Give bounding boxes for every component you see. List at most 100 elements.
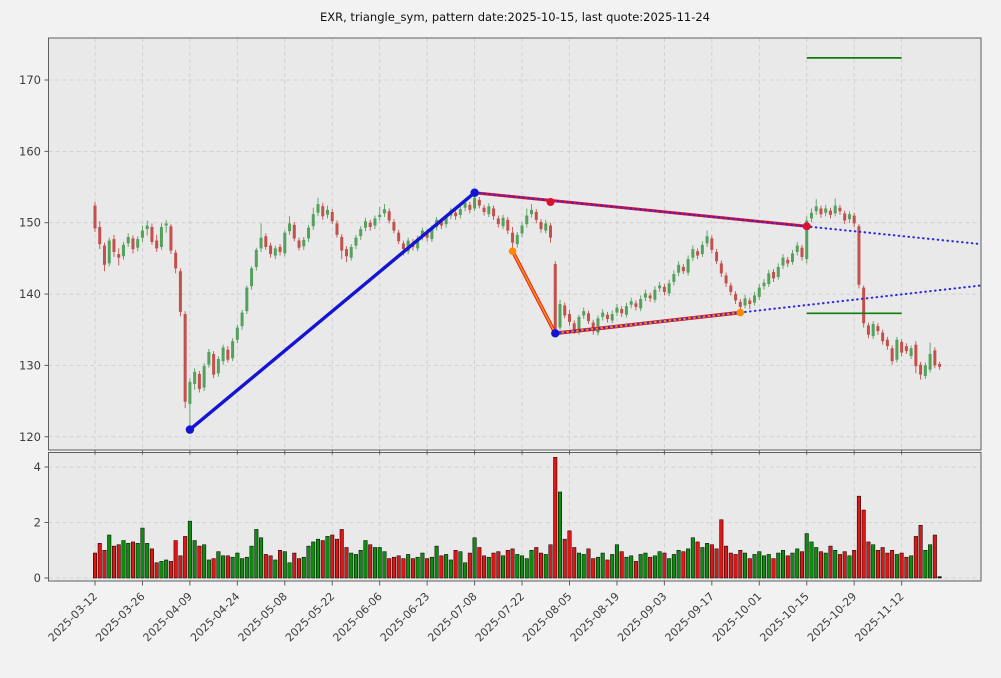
- candle-body: [938, 363, 942, 367]
- volume-bar: [799, 551, 804, 579]
- volume-bar: [249, 545, 254, 579]
- candle-body: [193, 371, 197, 384]
- candle-body: [454, 212, 458, 217]
- candle-body: [601, 312, 605, 317]
- x-tick-label: 2025-08-19: [568, 590, 622, 644]
- candle-body: [900, 341, 904, 353]
- candle-body: [591, 322, 595, 332]
- volume-bar: [890, 550, 895, 579]
- candle-body: [586, 313, 590, 322]
- candle-body: [174, 252, 178, 269]
- candle-body: [98, 226, 102, 245]
- volume-bar: [453, 550, 458, 579]
- candle-body: [288, 223, 292, 232]
- volume-bar: [235, 552, 240, 579]
- volume-bar: [349, 552, 354, 579]
- candle-body: [107, 240, 111, 264]
- candle-body: [159, 226, 163, 247]
- candle-body: [378, 214, 382, 217]
- candle-body: [615, 307, 619, 313]
- volume-bar: [206, 559, 211, 579]
- volume-bar: [406, 554, 411, 579]
- candle-body: [145, 225, 149, 230]
- candle-body: [582, 311, 586, 316]
- volume-bar: [168, 561, 173, 579]
- volume-bar: [410, 558, 415, 579]
- volume-bar: [387, 558, 392, 579]
- volume-bar: [325, 536, 330, 579]
- candle-body: [197, 373, 201, 389]
- candle-body: [487, 206, 491, 215]
- candle-body: [501, 217, 505, 227]
- volume-bar: [828, 545, 833, 579]
- zigzag-marker-orange: [736, 308, 745, 317]
- volume-bar: [197, 545, 202, 579]
- price-tick-label: 150: [19, 216, 41, 230]
- price-tick-label: 140: [19, 287, 41, 301]
- volume-bar: [624, 556, 629, 579]
- candle-body: [762, 282, 766, 287]
- volume-bar: [159, 561, 164, 579]
- candle-body: [881, 332, 885, 342]
- volume-bar: [781, 550, 786, 579]
- volume-bar: [434, 545, 439, 579]
- volume-bar: [633, 561, 638, 579]
- volume-bar: [766, 554, 771, 579]
- volume-bar: [529, 550, 534, 579]
- volume-bar: [643, 552, 648, 579]
- volume-bar: [429, 556, 434, 579]
- candle-body: [866, 325, 870, 335]
- candle-body: [919, 364, 923, 375]
- zigzag-marker-orange: [508, 247, 517, 256]
- volume-bar: [211, 558, 216, 579]
- price-tick-label: 170: [19, 73, 41, 87]
- volume-bar: [130, 541, 135, 579]
- ticks-group: [44, 79, 903, 586]
- volume-bar: [344, 547, 349, 579]
- x-tick-label: 2025-07-22: [473, 590, 527, 644]
- candle-body: [468, 204, 472, 210]
- volume-bar: [714, 548, 719, 579]
- volume-bar: [463, 562, 468, 579]
- volume-bar: [287, 562, 292, 579]
- candle-body: [458, 209, 462, 215]
- pivot-marker-blue: [551, 329, 560, 338]
- volume-bar: [524, 558, 529, 579]
- volume-bar: [221, 555, 226, 579]
- candle-body: [335, 223, 339, 235]
- volume-bar: [164, 559, 169, 579]
- candle-body: [496, 218, 500, 225]
- x-tick-label: 2025-08-05: [520, 590, 574, 644]
- volume-bar: [928, 544, 933, 579]
- price-tick-label: 130: [19, 358, 41, 372]
- candle-body: [653, 289, 657, 300]
- volume-bar: [923, 550, 928, 579]
- x-tick-label: 2025-04-09: [141, 590, 195, 644]
- candle-body: [662, 286, 666, 292]
- volume-bar: [539, 552, 544, 579]
- candle-body: [150, 226, 154, 242]
- volume-bar: [724, 545, 729, 579]
- volume-bar: [482, 555, 487, 579]
- volume-bar: [667, 558, 672, 579]
- volume-bar: [135, 543, 140, 579]
- volume-bar: [448, 559, 453, 579]
- rally-line: [188, 191, 477, 432]
- candle-body: [245, 287, 249, 312]
- candle-body: [264, 236, 268, 247]
- pivot-marker-blue: [185, 425, 195, 434]
- volume-bar: [899, 552, 904, 579]
- x-tick-label: 2025-05-22: [283, 590, 337, 644]
- volume-bar: [415, 556, 420, 579]
- candle-body: [216, 358, 220, 374]
- candle-body: [658, 285, 662, 289]
- candle-body: [235, 327, 239, 340]
- volume-bar: [690, 537, 695, 579]
- volume-bar: [97, 543, 102, 579]
- candle-body: [605, 314, 609, 320]
- volume-bar: [126, 543, 131, 579]
- candle-body: [121, 244, 125, 257]
- volume-bar: [240, 558, 245, 579]
- candle-body: [544, 223, 548, 231]
- candle-body: [250, 268, 254, 287]
